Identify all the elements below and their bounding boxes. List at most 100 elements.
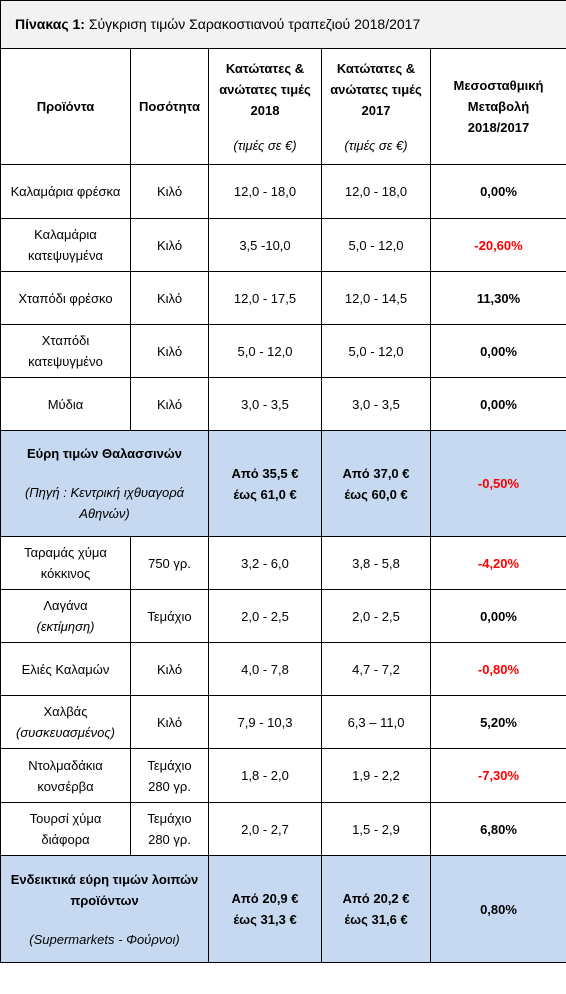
header-2017-label: Κατώτατες & ανώτατες τιμές 2017: [330, 60, 422, 118]
price-2017-cell: 2,0 - 2,5: [321, 589, 431, 643]
product-name: Χαλβάς: [43, 704, 88, 719]
header-quantity: Ποσότητα: [130, 48, 209, 165]
quantity-cell: Κιλό: [130, 271, 209, 325]
product-name: Χταπόδι κατεψυγμένο: [28, 333, 103, 369]
price-2017-cell: 12,0 - 18,0: [321, 164, 431, 219]
summary-label-cell: Εύρη τιμών Θαλασσινών (Πηγή : Κεντρική ιχ…: [0, 430, 209, 537]
summary-change: 0,80%: [430, 855, 566, 963]
summary-range-2017: Από 20,2 € έως 31,6 €: [321, 855, 431, 963]
summary-label: Εύρη τιμών Θαλασσινών: [26, 446, 183, 461]
header-row: Προϊόντα Ποσότητα Κατώτατες & ανώτατες τ…: [0, 48, 566, 165]
product-name: Ντολμαδάκια κονσέρβα: [28, 757, 103, 794]
table-title-label: Πίνακας 1:: [15, 16, 85, 32]
summary-source: (Supermarkets - Φούρνοι): [29, 931, 180, 947]
table-row: Ελιές Καλαμών Κιλό 4,0 - 7,8 4,7 - 7,2 -0,80…: [0, 642, 566, 696]
header-change: Μεσοσταθμική Μεταβολή 2018/2017: [430, 48, 566, 165]
range-2017-to: έως 60,0 €: [344, 486, 408, 502]
table-row: Λαγάνα (εκτίμηση) Τεμάχιο 2,0 - 2,5 2,0 - 2,…: [0, 589, 566, 643]
table-row: Μύδια Κιλό 3,0 - 3,5 3,0 - 3,5 0,00%: [0, 377, 566, 431]
range-2017-to: έως 31,6 €: [344, 912, 408, 927]
range-2018-to: έως 31,3 €: [233, 912, 297, 927]
product-cell: Μύδια: [0, 377, 131, 431]
price-comparison-table: Πίνακας 1: Σύγκριση τιμών Σαρακοστιανού …: [0, 0, 566, 963]
quantity-cell: Κιλό: [130, 324, 209, 378]
table-title: Πίνακας 1: Σύγκριση τιμών Σαρακοστιανού …: [0, 0, 566, 49]
price-2018-cell: 3,0 - 3,5: [208, 377, 322, 431]
product-cell: Χαλβάς (συσκευασμένος): [0, 695, 131, 749]
summary-row: Ενδεικτικά εύρη τιμών λοιπών προϊόντων (S…: [0, 855, 566, 963]
header-2018: Κατώτατες & ανώτατες τιμές 2018 (τιμές σ…: [208, 48, 322, 165]
change-cell: 0,00%: [430, 164, 566, 219]
header-2017-units: (τιμές σε €): [344, 137, 408, 153]
summary-range-2018: Από 20,9 € έως 31,3 €: [208, 855, 322, 963]
product-cell: Ταραμάς χύμα κόκκινος: [0, 536, 131, 590]
header-2018-units: (τιμές σε €): [233, 137, 297, 153]
quantity-cell: Κιλό: [130, 377, 209, 431]
product-cell: Λαγάνα (εκτίμηση): [0, 589, 131, 643]
summary-range-2018: Από 35,5 € έως 61,0 €: [208, 430, 322, 537]
summary-label: Ενδεικτικά εύρη τιμών λοιπών προϊόντων: [10, 871, 199, 908]
quantity-cell: Κιλό: [130, 218, 209, 272]
table-row: Χταπόδι φρέσκο Κιλό 12,0 - 17,5 12,0 - 14,5…: [0, 271, 566, 325]
change-cell: -4,20%: [430, 536, 566, 590]
change-cell: 11,30%: [430, 271, 566, 325]
price-2017-cell: 4,7 - 7,2: [321, 642, 431, 696]
product-cell: Τουρσί χύμα διάφορα: [0, 802, 131, 856]
range-2018-to: έως 61,0 €: [233, 486, 297, 502]
price-2018-cell: 12,0 - 18,0: [208, 164, 322, 219]
table-row: Ταραμάς χύμα κόκκινος 750 γρ. 3,2 - 6,0 3,8…: [0, 536, 566, 590]
range-2018-from: Από 20,9 €: [231, 891, 299, 906]
price-2017-cell: 12,0 - 14,5: [321, 271, 431, 325]
quantity-cell: Τεμάχιο 280 γρ.: [130, 802, 209, 856]
quantity-cell: Κιλό: [130, 642, 209, 696]
change-cell: 0,00%: [430, 324, 566, 378]
quantity-cell: Κιλό: [130, 695, 209, 749]
price-2017-cell: 1,9 - 2,2: [321, 748, 431, 803]
change-cell: 6,80%: [430, 802, 566, 856]
price-2018-cell: 5,0 - 12,0: [208, 324, 322, 378]
product-cell: Καλαμάρια φρέσκα: [0, 164, 131, 219]
product-note: (συσκευασμένος): [16, 725, 115, 740]
summary-change: -0,50%: [430, 430, 566, 537]
product-cell: Ντολμαδάκια κονσέρβα: [0, 748, 131, 803]
product-name: Χταπόδι φρέσκο: [18, 290, 113, 306]
price-2017-cell: 5,0 - 12,0: [321, 324, 431, 378]
change-cell: 5,20%: [430, 695, 566, 749]
header-2018-label: Κατώτατες & ανώτατες τιμές 2018: [219, 60, 311, 118]
price-2018-cell: 7,9 - 10,3: [208, 695, 322, 749]
summary-range-2017: Από 37,0 € έως 60,0 €: [321, 430, 431, 537]
quantity-cell: Τεμάχιο 280 γρ.: [130, 748, 209, 803]
summary-label-cell: Ενδεικτικά εύρη τιμών λοιπών προϊόντων (S…: [0, 855, 209, 963]
price-2017-cell: 3,0 - 3,5: [321, 377, 431, 431]
price-2018-cell: 4,0 - 7,8: [208, 642, 322, 696]
product-name: Μύδια: [47, 396, 84, 412]
product-name: Τουρσί χύμα διάφορα: [29, 811, 102, 847]
price-2018-cell: 12,0 - 17,5: [208, 271, 322, 325]
product-name: Καλαμάρια φρέσκα: [10, 184, 121, 199]
table-row: Καλαμάρια κατεψυγμένα Κιλό 3,5 -10,0 5,0 - …: [0, 218, 566, 272]
summary-source: (Πηγή : Κεντρική ιχθυαγορά Αθηνών): [24, 485, 185, 521]
product-name: Ταραμάς χύμα κόκκινος: [24, 545, 107, 581]
price-2017-cell: 1,5 - 2,9: [321, 802, 431, 856]
table-row: Χαλβάς (συσκευασμένος) Κιλό 7,9 - 10,3 6,3 –…: [0, 695, 566, 749]
price-2018-cell: 1,8 - 2,0: [208, 748, 322, 803]
change-cell: -0,80%: [430, 642, 566, 696]
table-title-text: Σύγκριση τιμών Σαρακοστιανού τραπεζιού 2…: [88, 16, 421, 32]
table-row: Τουρσί χύμα διάφορα Τεμάχιο 280 γρ. 2,0 - …: [0, 802, 566, 856]
change-cell: -20,60%: [430, 218, 566, 272]
product-cell: Χταπόδι κατεψυγμένο: [0, 324, 131, 378]
range-2018-from: Από 35,5 €: [231, 465, 299, 481]
product-name: Λαγάνα: [43, 598, 88, 613]
header-2017: Κατώτατες & ανώτατες τιμές 2017 (τιμές σ…: [321, 48, 431, 165]
summary-row: Εύρη τιμών Θαλασσινών (Πηγή : Κεντρική ιχ…: [0, 430, 566, 537]
product-cell: Χταπόδι φρέσκο: [0, 271, 131, 325]
table-row: Χταπόδι κατεψυγμένο Κιλό 5,0 - 12,0 5,0 - 1…: [0, 324, 566, 378]
table-row: Καλαμάρια φρέσκα Κιλό 12,0 - 18,0 12,0 - 18…: [0, 164, 566, 219]
price-2018-cell: 2,0 - 2,7: [208, 802, 322, 856]
range-2017-from: Από 20,2 €: [342, 891, 410, 906]
price-2017-cell: 3,8 - 5,8: [321, 536, 431, 590]
product-cell: Καλαμάρια κατεψυγμένα: [0, 218, 131, 272]
price-2017-cell: 6,3 – 11,0: [321, 695, 431, 749]
quantity-cell: Κιλό: [130, 164, 209, 219]
quantity-cell: 750 γρ.: [130, 536, 209, 590]
